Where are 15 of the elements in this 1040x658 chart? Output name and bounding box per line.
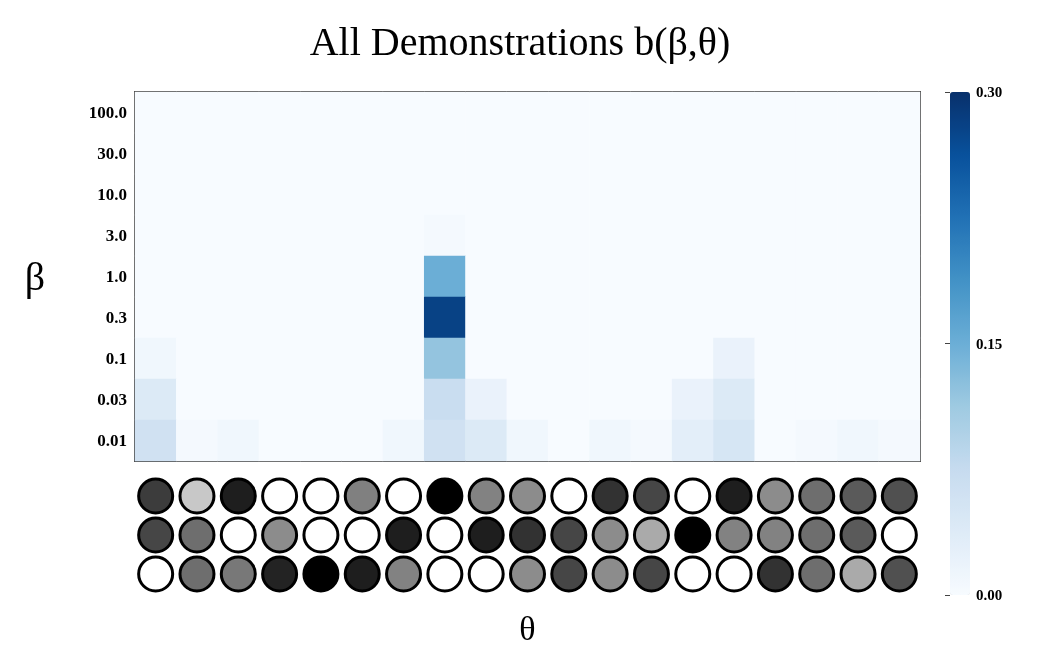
y-tick-label: 0.01 — [97, 431, 127, 450]
color-bar-label: 0.15 — [976, 335, 1003, 352]
y-tick-label: 0.3 — [105, 308, 127, 327]
y-tick-label: 100.0 — [88, 103, 127, 122]
y-axis-title: β — [24, 254, 45, 299]
y-tick-label: 1.0 — [105, 267, 127, 286]
x-axis-title: θ — [519, 609, 536, 647]
y-tick-label: 0.03 — [97, 390, 127, 409]
y-tick-label: 3.0 — [105, 226, 127, 245]
y-tick-label: 30.0 — [97, 144, 127, 163]
y-tick-label: 10.0 — [97, 185, 127, 204]
chart-title: All Demonstrations b(β,θ) — [309, 18, 731, 64]
color-bar-label: 0.00 — [976, 587, 1003, 603]
color-bar-label: 0.30 — [976, 84, 1003, 100]
y-tick-label: 0.1 — [105, 349, 127, 368]
